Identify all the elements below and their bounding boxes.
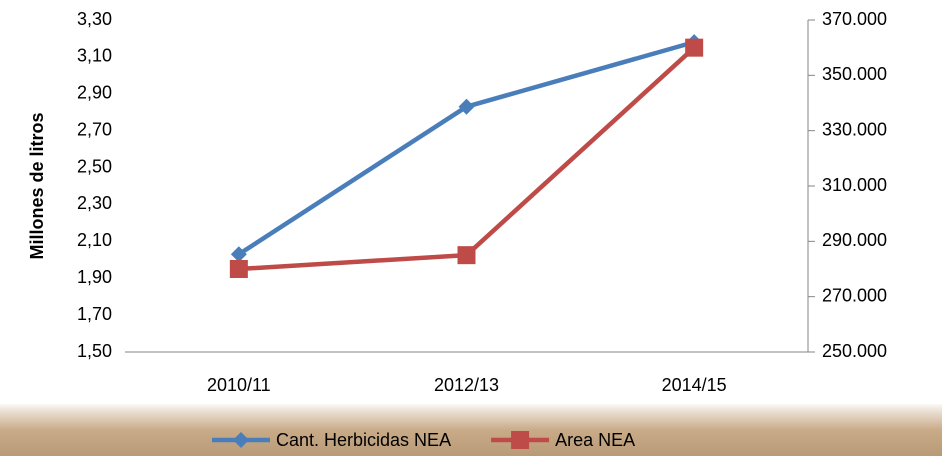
plot-background — [0, 0, 942, 404]
y-tick-label: 3,30 — [77, 9, 112, 29]
y-tick-label: 3,10 — [77, 46, 112, 66]
data-point — [230, 260, 248, 278]
y2-tick-label: 250.000 — [822, 341, 887, 361]
data-point — [458, 246, 476, 264]
y2-tick-label: 350.000 — [822, 64, 887, 84]
y-tick-label: 1,90 — [77, 267, 112, 287]
legend-label: Area NEA — [555, 430, 635, 450]
y2-tick-label: 370.000 — [822, 9, 887, 29]
chart: Millones de litros 1,50 1,70 1,90 2,10 2,30 2… — [0, 0, 942, 456]
legend-marker — [511, 431, 529, 449]
page: Millones de litros 1,50 1,70 1,90 2,10 2,30 2… — [0, 0, 942, 456]
y-tick-label: 1,50 — [77, 341, 112, 361]
legend-label: Cant. Herbicidas NEA — [276, 430, 451, 450]
y-tick-label: 2,30 — [77, 193, 112, 213]
y2-tick-label: 330.000 — [822, 119, 887, 139]
data-point — [685, 39, 703, 57]
x-tick-label: 2014/15 — [662, 375, 727, 395]
y-tick-label: 2,10 — [77, 230, 112, 250]
y-tick-label: 1,70 — [77, 304, 112, 324]
y-tick-label: 2,70 — [77, 119, 112, 139]
y2-tick-label: 270.000 — [822, 285, 887, 305]
x-tick-label: 2010/11 — [207, 375, 271, 395]
y-tick-label: 2,50 — [77, 156, 112, 176]
y2-tick-label: 310.000 — [822, 175, 887, 195]
y-tick-label: 2,90 — [77, 83, 112, 103]
x-tick-label: 2012/13 — [434, 375, 499, 395]
y-axis-label: Millones de litros — [27, 112, 47, 259]
y2-tick-label: 290.000 — [822, 230, 887, 250]
legend-marker — [233, 432, 249, 448]
